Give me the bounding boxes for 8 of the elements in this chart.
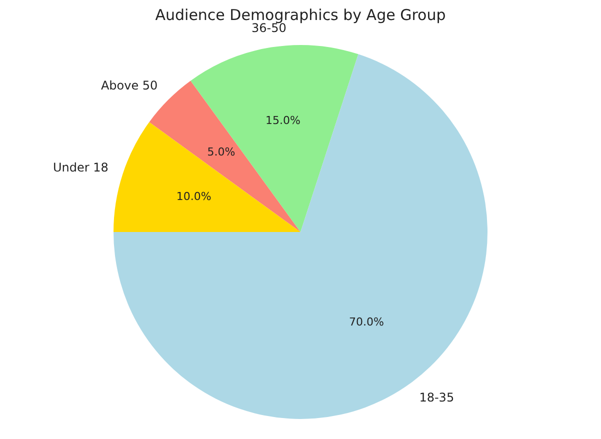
data-label: 5.0% — [207, 146, 236, 159]
slice-label: Above 50 — [100, 78, 158, 93]
data-label: 70.0% — [348, 316, 384, 329]
chart-title: Audience Demographics by Age Group — [154, 6, 447, 24]
slice-label: Under 18 — [53, 160, 108, 175]
slice-label: 18-35 — [419, 390, 454, 405]
data-label: 15.0% — [265, 114, 300, 128]
data-label: 10.0% — [176, 190, 212, 204]
